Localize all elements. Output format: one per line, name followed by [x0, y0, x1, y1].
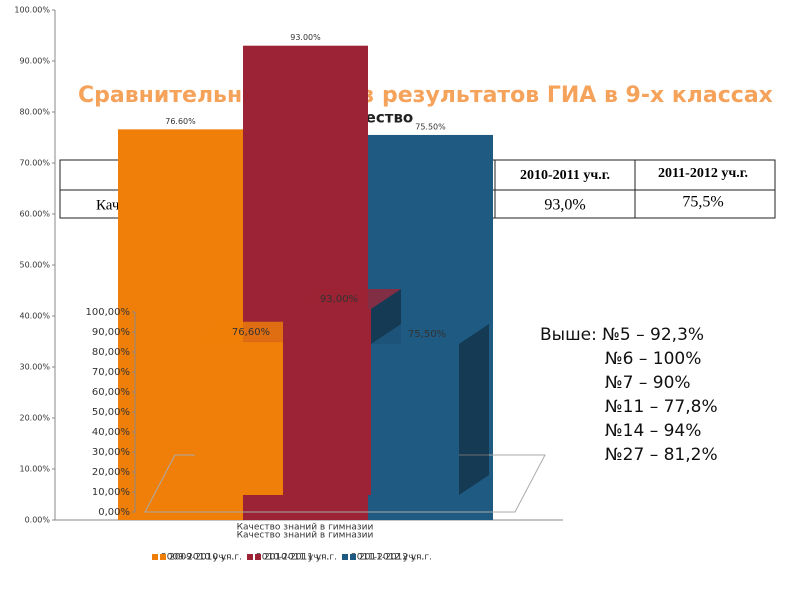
- y-tick-label: 30.00%: [19, 363, 50, 372]
- bar-side: [459, 324, 489, 495]
- bar: [195, 341, 283, 495]
- value-label: 76.60%: [165, 117, 196, 126]
- y-tick-label: 40,00%: [92, 427, 130, 438]
- y-tick-label: 50,00%: [92, 407, 130, 418]
- note: №27 – 81,2%: [605, 445, 718, 465]
- legend-label: 2010-2011 уч.г.: [256, 553, 329, 563]
- value-label: 76,60%: [232, 327, 270, 338]
- y-tick-label: 50.00%: [19, 261, 50, 270]
- table-cell: 75,5%: [682, 194, 723, 211]
- y-tick-label: 0.00%: [25, 516, 51, 525]
- y-tick-label: 70.00%: [19, 159, 50, 168]
- y-tick-label: 60,00%: [92, 387, 130, 398]
- charts: 0.00% 10.00% 20.00% 30.00% 40.00% 50.00% 60.00…: [14, 6, 563, 563]
- legend-swatch: [350, 554, 356, 560]
- bar-top: [283, 289, 401, 309]
- y-tick-label: 20,00%: [92, 467, 130, 478]
- notes: Выше: №5 – 92,3% №6 – 100% №7 – 90% №11 …: [540, 325, 718, 465]
- note: №6 – 100%: [605, 349, 701, 369]
- note: №7 – 90%: [605, 373, 691, 393]
- bar-top: [371, 324, 489, 344]
- y-tick-label: 80.00%: [19, 108, 50, 117]
- x-tick-label: Качество знаний в гимназии: [237, 531, 374, 541]
- slide-title: Сравнительный анализ результатов ГИА в 9…: [78, 83, 773, 108]
- y-tick-label: 70,00%: [92, 367, 130, 378]
- y-tick-label: 0,00%: [98, 507, 130, 518]
- legend-label: 2009-2010 уч.г.: [169, 553, 242, 563]
- value-label: 75.50%: [415, 122, 446, 131]
- y-tick-label: 90.00%: [19, 57, 50, 66]
- legend-label: 2010-2011 уч.г.: [264, 553, 337, 563]
- legend-label: 2009-2010 уч.г.: [161, 553, 234, 563]
- x-tick-label: Качество знаний в гимназии: [237, 523, 374, 533]
- value-label: 93.00%: [290, 33, 321, 42]
- value-label: 75,50%: [408, 329, 446, 340]
- y-tick-label: 60.00%: [19, 210, 50, 219]
- table-header: 2011-2012 уч.г.: [658, 166, 748, 181]
- floor: [144, 454, 546, 513]
- legend-swatch: [160, 554, 166, 560]
- bar: [283, 309, 371, 495]
- legend-swatch: [152, 554, 158, 560]
- note: №14 – 94%: [605, 421, 701, 441]
- legend-swatch: [342, 554, 348, 560]
- value-label: 93,00%: [320, 294, 358, 305]
- legend-swatch: [247, 554, 253, 560]
- note: Выше: №5 – 92,3%: [540, 325, 704, 345]
- y-tick-label: 90,00%: [92, 327, 130, 338]
- note: №11 – 77,8%: [605, 397, 718, 417]
- legend-swatch: [255, 554, 261, 560]
- y-tick-label: 30,00%: [92, 447, 130, 458]
- y-tick-label: 40.00%: [19, 312, 50, 321]
- y-tick-label: 10,00%: [92, 487, 130, 498]
- y-tick-label: 80,00%: [92, 347, 130, 358]
- y-tick-label: 10.00%: [19, 465, 50, 474]
- legend-label: 2011-2012 уч.г.: [351, 553, 424, 563]
- legend-label: 2011-2012 уч.г.: [359, 553, 432, 563]
- bar: [371, 344, 459, 495]
- y-tick-label: 100.00%: [14, 6, 50, 15]
- y-tick-label: 100,00%: [86, 307, 131, 318]
- table-cell: 93,0%: [544, 197, 585, 214]
- y-tick-label: 20.00%: [19, 414, 50, 423]
- table-header: 2010-2011 уч.г.: [520, 168, 610, 183]
